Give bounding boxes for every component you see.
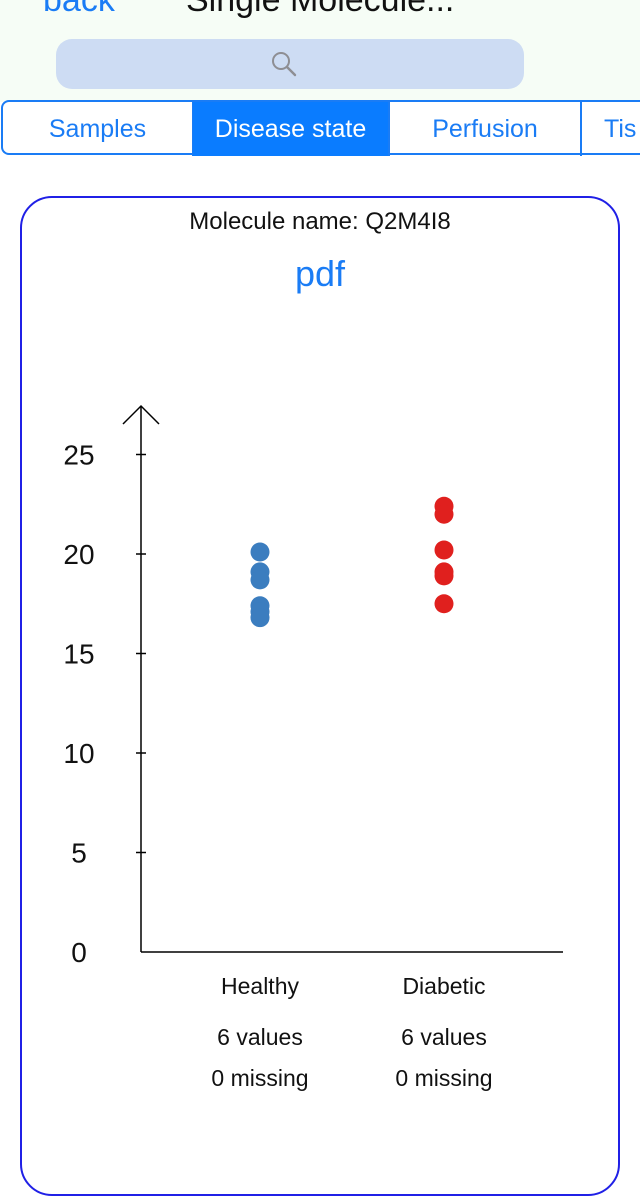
tab-tissue[interactable]: Tis — [604, 115, 637, 143]
tab-perfusion[interactable]: Perfusion — [432, 115, 538, 143]
value-count-label: 6 values — [401, 1024, 487, 1050]
data-point-diabetic — [434, 594, 454, 614]
y-tick-label: 10 — [63, 738, 94, 769]
data-point-healthy — [250, 542, 270, 562]
y-tick-label: 5 — [71, 838, 87, 869]
y-tick-label: 20 — [63, 539, 94, 570]
tab-disease-state[interactable]: Disease state — [193, 102, 388, 156]
data-point-healthy — [250, 570, 270, 590]
data-point-diabetic — [434, 566, 454, 586]
data-point-diabetic — [434, 540, 454, 560]
search-icon — [272, 52, 297, 77]
tab-samples[interactable]: Samples — [48, 115, 147, 143]
y-tick-label: 0 — [71, 937, 87, 968]
search-bar[interactable] — [56, 39, 524, 89]
back-button[interactable]: back — [43, 0, 115, 19]
missing-count-label: 0 missing — [211, 1065, 308, 1091]
data-point-healthy — [250, 608, 270, 628]
nav-title: Single Molecule... — [186, 0, 455, 19]
data-point-diabetic — [434, 504, 454, 524]
category-label: Healthy — [221, 973, 299, 999]
y-tick-label: 15 — [63, 639, 94, 670]
y-tick-label: 25 — [63, 440, 94, 471]
scatter-chart: 0 5 10 15 20 25 Healthy 6 values 0 missing Diabet… — [63, 404, 563, 1091]
value-count-label: 6 values — [217, 1024, 303, 1050]
missing-count-label: 0 missing — [395, 1065, 492, 1091]
tab-divider — [580, 102, 582, 156]
y-axis-arrow — [122, 404, 160, 425]
tab-divider — [388, 102, 390, 156]
molecule-name: Molecule name: Q2M4I8 — [189, 208, 451, 235]
category-label: Diabetic — [402, 973, 485, 999]
pdf-link[interactable]: pdf — [294, 253, 346, 294]
